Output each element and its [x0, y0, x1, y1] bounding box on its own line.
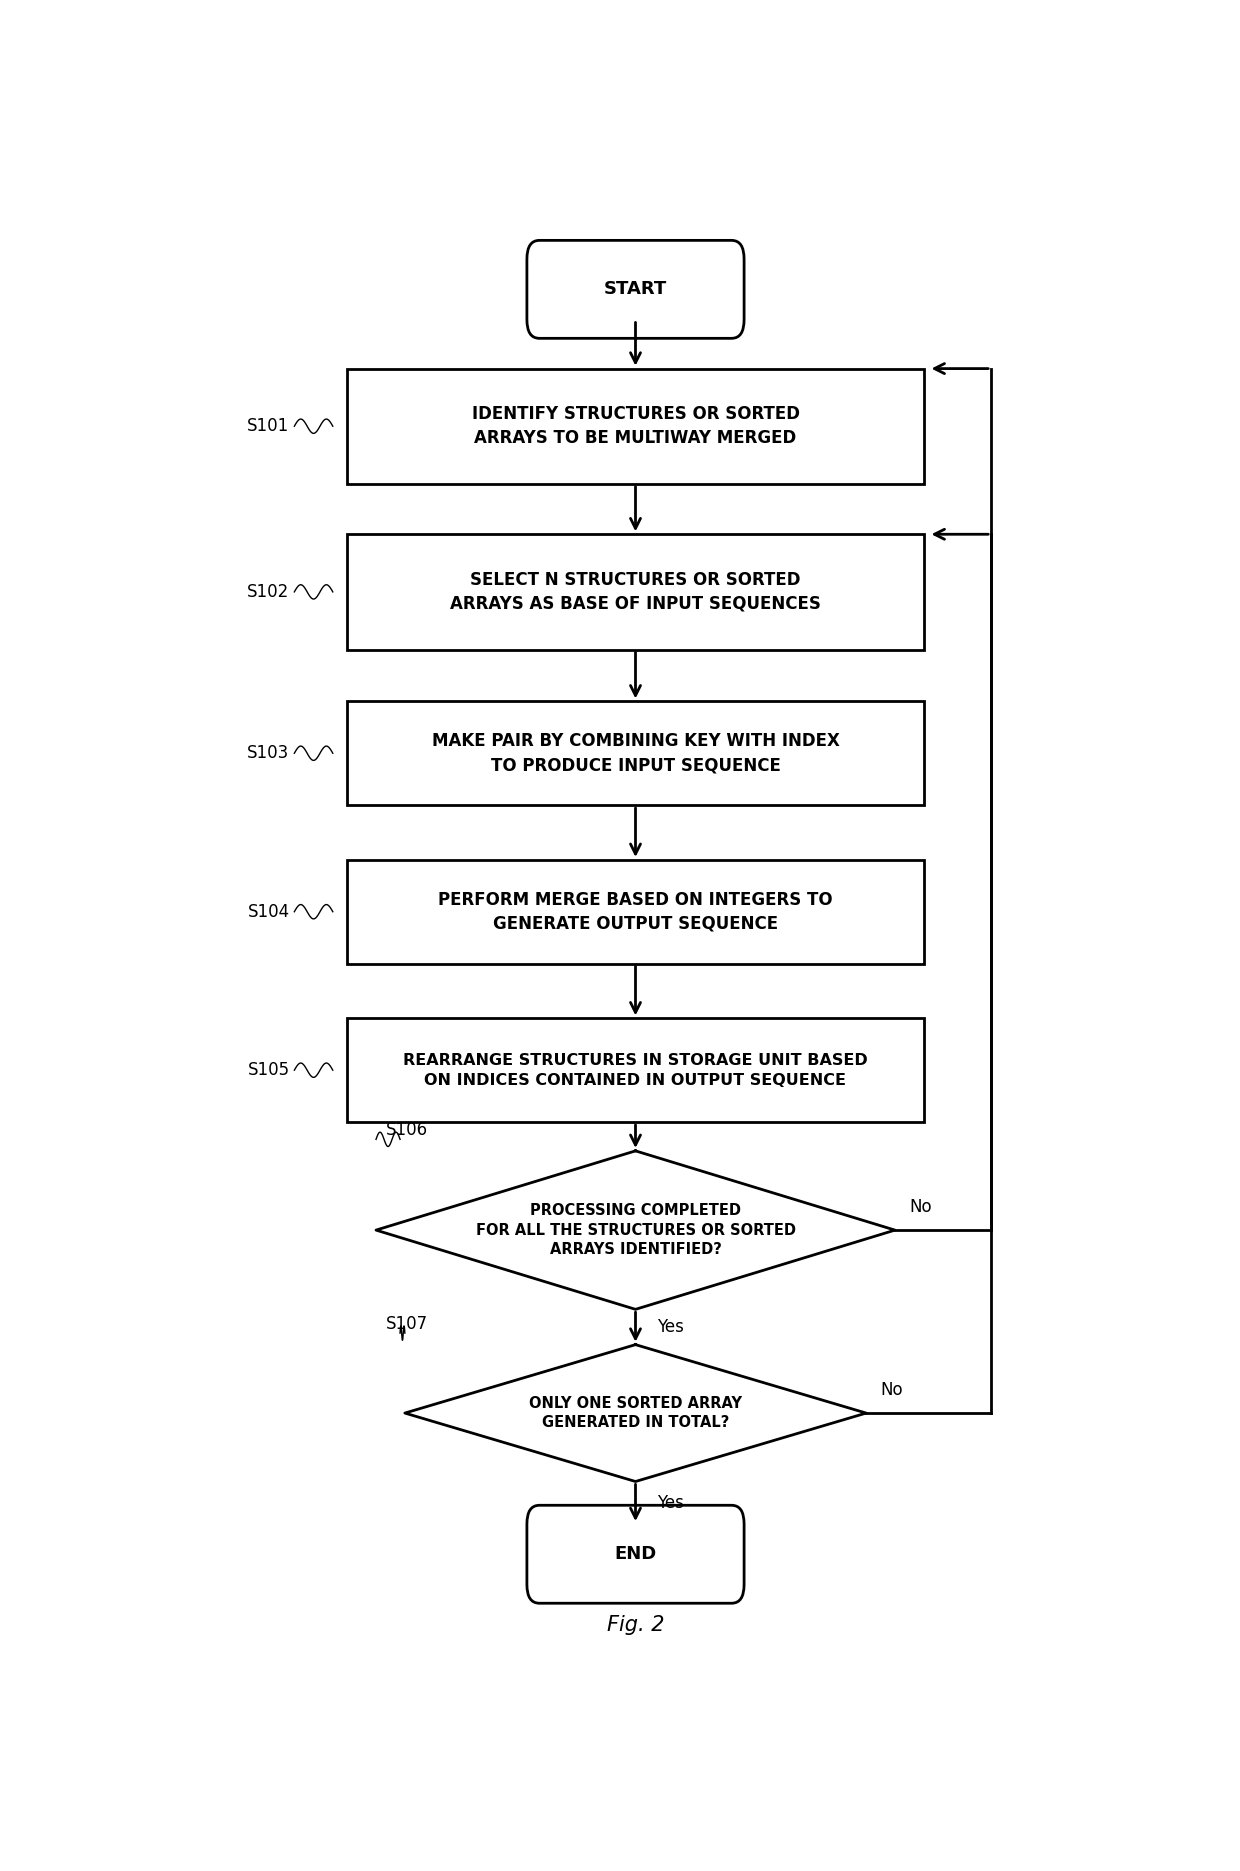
Text: S106: S106	[386, 1121, 428, 1139]
Text: PERFORM MERGE BASED ON INTEGERS TO
GENERATE OUTPUT SEQUENCE: PERFORM MERGE BASED ON INTEGERS TO GENER…	[438, 891, 833, 932]
Text: PROCESSING COMPLETED
FOR ALL THE STRUCTURES OR SORTED
ARRAYS IDENTIFIED?: PROCESSING COMPLETED FOR ALL THE STRUCTU…	[475, 1203, 796, 1257]
Text: Yes: Yes	[657, 1317, 683, 1336]
Text: No: No	[880, 1381, 903, 1400]
Text: START: START	[604, 281, 667, 297]
FancyBboxPatch shape	[527, 1506, 744, 1603]
Text: Fig. 2: Fig. 2	[606, 1615, 665, 1635]
Text: S104: S104	[248, 902, 289, 921]
Text: No: No	[909, 1197, 932, 1216]
Text: S101: S101	[247, 417, 289, 436]
Text: S105: S105	[248, 1061, 289, 1080]
Bar	[347, 369, 924, 485]
Bar	[347, 535, 924, 649]
Text: Yes: Yes	[657, 1493, 683, 1512]
Text: SELECT N STRUCTURES OR SORTED
ARRAYS AS BASE OF INPUT SEQUENCES: SELECT N STRUCTURES OR SORTED ARRAYS AS …	[450, 571, 821, 612]
Text: MAKE PAIR BY COMBINING KEY WITH INDEX
TO PRODUCE INPUT SEQUENCE: MAKE PAIR BY COMBINING KEY WITH INDEX TO…	[432, 732, 839, 775]
Text: END: END	[614, 1545, 657, 1564]
FancyBboxPatch shape	[527, 239, 744, 339]
Bar	[347, 702, 924, 805]
Text: S102: S102	[247, 584, 289, 601]
Text: S103: S103	[247, 745, 289, 761]
Text: S107: S107	[386, 1315, 428, 1334]
Bar	[347, 1018, 924, 1123]
Text: ONLY ONE SORTED ARRAY
GENERATED IN TOTAL?: ONLY ONE SORTED ARRAY GENERATED IN TOTAL…	[529, 1396, 742, 1431]
Text: REARRANGE STRUCTURES IN STORAGE UNIT BASED
ON INDICES CONTAINED IN OUTPUT SEQUEN: REARRANGE STRUCTURES IN STORAGE UNIT BAS…	[403, 1053, 868, 1087]
Text: IDENTIFY STRUCTURES OR SORTED
ARRAYS TO BE MULTIWAY MERGED: IDENTIFY STRUCTURES OR SORTED ARRAYS TO …	[471, 406, 800, 447]
Bar	[347, 861, 924, 964]
